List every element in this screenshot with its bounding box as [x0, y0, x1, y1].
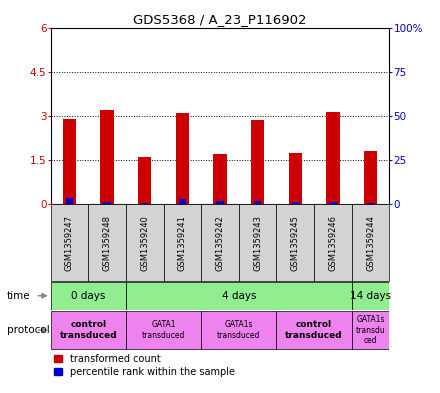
Bar — [103, 202, 111, 204]
Bar — [213, 154, 227, 204]
Text: 0 days: 0 days — [71, 291, 106, 301]
Bar — [352, 311, 389, 349]
Bar — [179, 199, 186, 204]
Legend: transformed count, percentile rank within the sample: transformed count, percentile rank withi… — [51, 350, 239, 380]
Bar — [276, 204, 314, 281]
Bar — [201, 311, 276, 349]
Text: GSM1359246: GSM1359246 — [328, 215, 337, 271]
Text: GATA1
transduced: GATA1 transduced — [142, 320, 185, 340]
Bar — [126, 281, 352, 310]
Text: GSM1359245: GSM1359245 — [291, 215, 300, 271]
Bar — [66, 198, 73, 204]
Text: GSM1359244: GSM1359244 — [366, 215, 375, 271]
Bar — [63, 119, 76, 204]
Bar — [100, 110, 114, 204]
Bar — [51, 204, 88, 281]
Bar — [141, 203, 148, 204]
Bar — [352, 281, 389, 310]
Bar — [292, 202, 299, 204]
Bar — [326, 112, 340, 204]
Text: GSM1359242: GSM1359242 — [216, 215, 224, 271]
Bar — [364, 151, 377, 204]
Bar — [164, 204, 201, 281]
Text: time: time — [7, 291, 30, 301]
Bar — [289, 153, 302, 204]
Bar — [239, 204, 276, 281]
Bar — [88, 204, 126, 281]
Text: GSM1359241: GSM1359241 — [178, 215, 187, 271]
Title: GDS5368 / A_23_P116902: GDS5368 / A_23_P116902 — [133, 13, 307, 26]
Bar — [201, 204, 239, 281]
Text: protocol: protocol — [7, 325, 49, 335]
Bar — [314, 204, 352, 281]
Text: GATA1s
transdu
ced: GATA1s transdu ced — [356, 315, 385, 345]
Bar — [138, 157, 151, 204]
Bar — [254, 201, 261, 204]
Text: control
transduced: control transduced — [59, 320, 117, 340]
Text: GSM1359248: GSM1359248 — [103, 215, 112, 271]
Bar — [176, 113, 189, 204]
Text: GATA1s
transduced: GATA1s transduced — [217, 320, 260, 340]
Bar — [352, 204, 389, 281]
Bar — [51, 281, 126, 310]
Text: GSM1359247: GSM1359247 — [65, 215, 74, 271]
Text: control
transduced: control transduced — [285, 320, 343, 340]
Bar — [126, 204, 164, 281]
Text: GSM1359240: GSM1359240 — [140, 215, 149, 271]
Bar — [276, 311, 352, 349]
Bar — [216, 201, 224, 204]
Bar — [126, 311, 201, 349]
Bar — [251, 120, 264, 204]
Bar — [329, 202, 337, 204]
Bar — [51, 311, 126, 349]
Text: 4 days: 4 days — [222, 291, 256, 301]
Bar — [367, 202, 374, 204]
Text: GSM1359243: GSM1359243 — [253, 215, 262, 271]
Text: 14 days: 14 days — [350, 291, 391, 301]
